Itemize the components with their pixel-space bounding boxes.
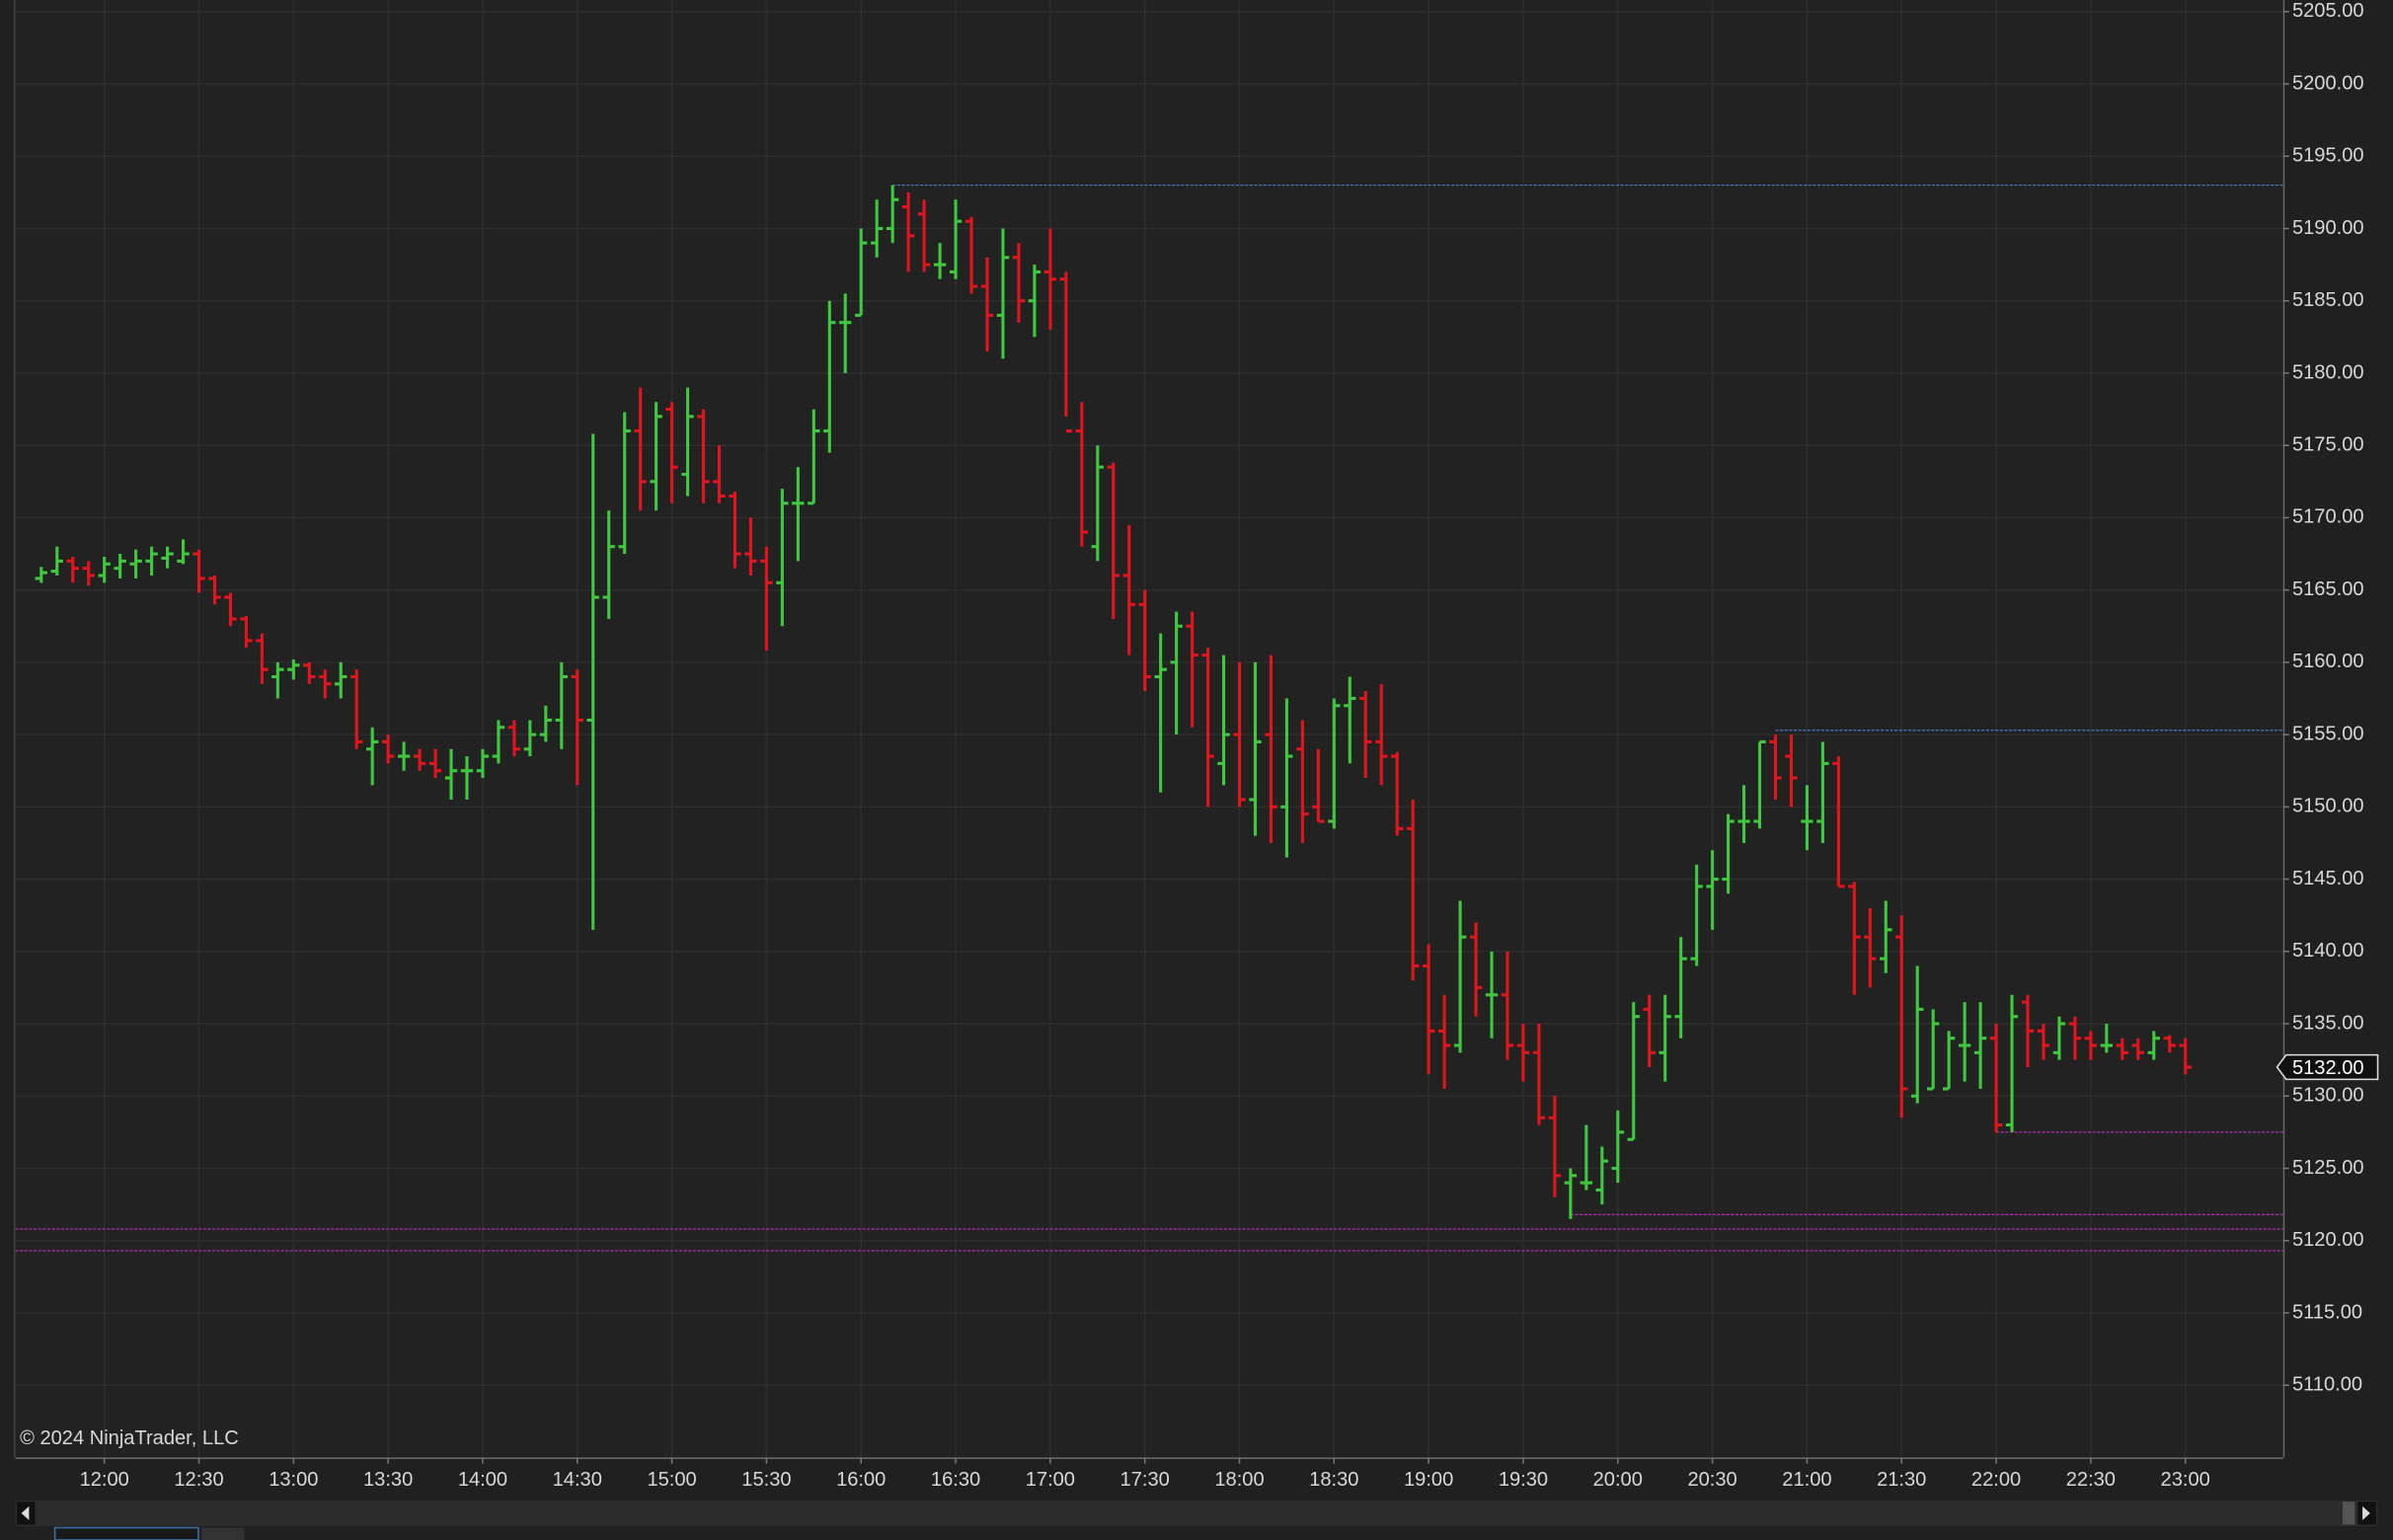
x-tick-label: 16:30 — [931, 1469, 980, 1491]
levels — [15, 184, 2283, 1252]
x-tick-label: 20:00 — [1593, 1469, 1643, 1491]
x-tick-label: 22:30 — [2066, 1469, 2116, 1491]
scrollbar[interactable] — [15, 1500, 2378, 1527]
x-tick-label: 15:00 — [647, 1469, 696, 1491]
bars — [35, 185, 2192, 1219]
copyright: © 2024 NinjaTrader, LLC — [20, 1427, 239, 1449]
y-tick-label: 5110.00 — [2292, 1374, 2362, 1396]
x-tick-label: 19:30 — [1499, 1469, 1548, 1491]
x-tick-label: 16:00 — [836, 1469, 886, 1491]
x-tick-label: 13:00 — [269, 1469, 318, 1491]
y-tick-label: 5115.00 — [2292, 1301, 2362, 1323]
x-tick-label: 12:00 — [80, 1469, 129, 1491]
x-tick-label: 14:00 — [458, 1469, 507, 1491]
y-tick-label: 5145.00 — [2292, 868, 2364, 889]
y-tick-label: 5120.00 — [2292, 1229, 2364, 1251]
y-tick-label: 5200.00 — [2292, 72, 2364, 94]
x-tick-label: 17:30 — [1120, 1469, 1170, 1491]
y-tick-label: 5155.00 — [2292, 723, 2364, 744]
x-tick-label: 23:00 — [2161, 1469, 2210, 1491]
y-tick-label: 5195.00 — [2292, 145, 2364, 167]
x-tick-label: 12:30 — [174, 1469, 223, 1491]
x-tick-label: 19:00 — [1404, 1469, 1453, 1491]
tab[interactable] — [53, 1526, 199, 1540]
x-tick-label: 14:30 — [553, 1469, 602, 1491]
y-tick-label: 5170.00 — [2292, 506, 2364, 528]
last-price-label: 5132.00 — [2292, 1057, 2364, 1079]
scroll-right-arrow — [2362, 1505, 2370, 1520]
axes: 5110.00 5115.00 5120.00 5125.00 5130.00 5135.… — [80, 0, 2379, 1491]
y-tick-label: 5140.00 — [2292, 940, 2364, 962]
last-price-box — [2276, 1053, 2379, 1081]
tab-add[interactable] — [201, 1527, 245, 1540]
x-tick-label: 21:00 — [1782, 1469, 1831, 1491]
y-tick-label: 5175.00 — [2292, 434, 2364, 456]
x-tick-label: 15:30 — [741, 1469, 791, 1491]
x-tick-label: 21:30 — [1877, 1469, 1926, 1491]
x-tick-label: 20:30 — [1687, 1469, 1737, 1491]
y-tick-label: 5190.00 — [2292, 217, 2364, 239]
x-tick-label: 13:30 — [363, 1469, 413, 1491]
scroll-thumb[interactable] — [2342, 1502, 2355, 1525]
y-tick-label: 5185.00 — [2292, 289, 2364, 311]
y-tick-label: 5150.00 — [2292, 796, 2364, 817]
scroll-left-arrow — [21, 1505, 30, 1520]
y-tick-label: 5135.00 — [2292, 1012, 2364, 1034]
y-tick-label: 5125.00 — [2292, 1157, 2364, 1179]
y-tick-label: 5165.00 — [2292, 578, 2364, 600]
y-tick-label: 5205.00 — [2292, 0, 2364, 22]
grid — [15, 0, 2283, 1458]
y-tick-label: 5130.00 — [2292, 1085, 2364, 1107]
x-tick-label: 18:00 — [1214, 1469, 1264, 1491]
y-tick-label: 5160.00 — [2292, 651, 2364, 672]
y-tick-label: 5180.00 — [2292, 361, 2364, 383]
x-tick-label: 17:00 — [1026, 1469, 1075, 1491]
x-tick-label: 22:00 — [1971, 1469, 2021, 1491]
x-tick-label: 18:30 — [1309, 1469, 1358, 1491]
